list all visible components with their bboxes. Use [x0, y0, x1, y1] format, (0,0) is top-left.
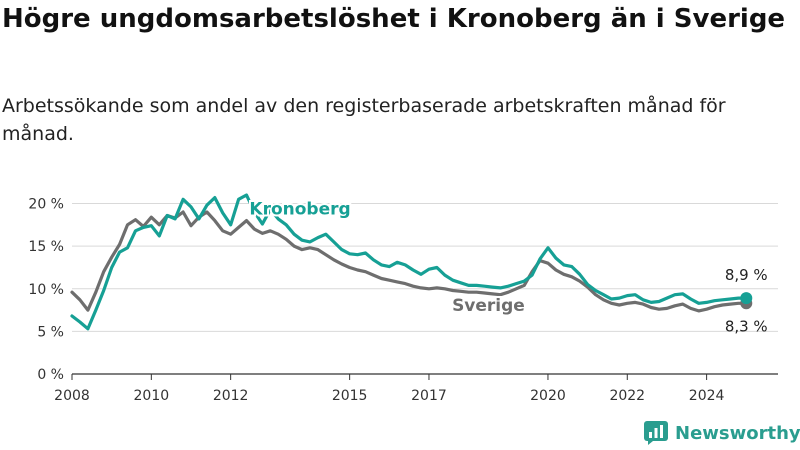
y-axis: 0 % 5 % 10 % 15 % 20 % [28, 197, 64, 383]
chart-title: Högre ungdomsarbetslöshet i Kronoberg än… [2, 4, 786, 34]
x-tick-label: 2017 [411, 388, 447, 404]
y-tick-label: 15 % [28, 239, 64, 255]
x-axis: 2008 2010 2012 2015 2017 2020 2022 2024 [54, 374, 725, 404]
end-value-label-kronoberg: 8,9 % [725, 266, 768, 284]
brand-name: Newsworthy [675, 422, 800, 444]
y-tick-label: 20 % [28, 197, 64, 213]
y-tick-label: 0 % [37, 367, 64, 383]
end-value-label-sverige: 8,3 % [725, 317, 768, 335]
series-line-sverige [70, 210, 748, 313]
x-tick-label: 2010 [134, 388, 170, 404]
series-label-sverige: Sverige [452, 296, 525, 316]
series-lines [70, 193, 753, 331]
x-tick-label: 2024 [689, 388, 725, 404]
chart-subtitle: Arbetssökande som andel av den registerb… [2, 95, 726, 145]
series-labels: Kronoberg Sverige 8,9 % 8,3 % [247, 198, 768, 336]
x-tick-label: 2008 [54, 388, 90, 404]
newsworthy-chart-icon [644, 421, 668, 445]
y-tick-label: 10 % [28, 282, 64, 298]
x-tick-label: 2020 [530, 388, 566, 404]
x-tick-label: 2022 [609, 388, 645, 404]
end-point-kronoberg [740, 292, 753, 305]
y-tick-label: 5 % [37, 324, 64, 340]
x-tick-label: 2012 [213, 388, 249, 404]
series-line-kronoberg [70, 193, 748, 331]
series-label-kronoberg: Kronoberg [249, 200, 350, 220]
x-tick-label: 2015 [332, 388, 368, 404]
brand-logo: Newsworthy [644, 419, 800, 447]
